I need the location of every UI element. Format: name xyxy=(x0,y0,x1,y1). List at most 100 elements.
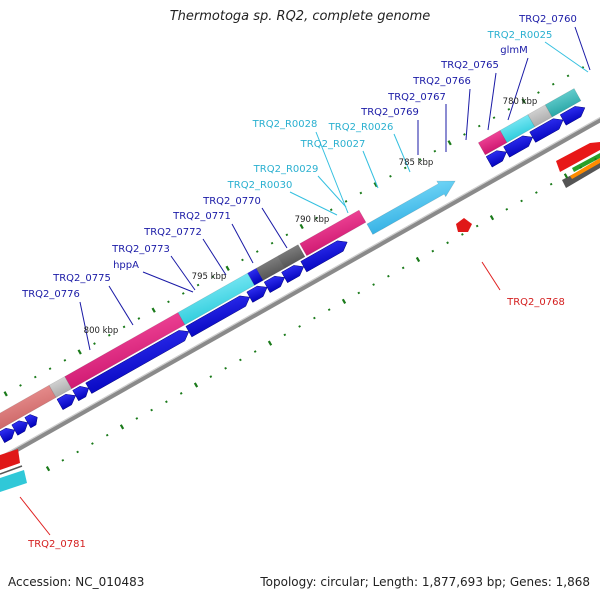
scale-tick xyxy=(389,174,392,178)
scale-tick xyxy=(373,182,378,188)
scale-tick xyxy=(359,191,363,195)
scale-tick xyxy=(122,325,126,329)
scale-tick xyxy=(415,256,421,263)
cds-arrow xyxy=(281,265,305,284)
orange-fragment xyxy=(570,158,600,179)
gene-label-trq2_r0029: TRQ2_R0029 xyxy=(253,164,319,175)
scale-tick xyxy=(475,224,479,228)
scale-tick xyxy=(253,350,257,353)
scale-tick xyxy=(196,283,200,287)
map-title: Thermotoga sp. RQ2, complete genome xyxy=(169,9,431,24)
scale-tick xyxy=(167,300,170,304)
gene-label-trq2_0776: TRQ2_0776 xyxy=(21,289,80,300)
callout-line xyxy=(465,88,471,141)
gene-label-trq2_r0025: TRQ2_R0025 xyxy=(487,30,553,41)
gene-label-trq2_r0027: TRQ2_R0027 xyxy=(300,139,366,150)
gene-label-trq2_0769: TRQ2_0769 xyxy=(360,107,419,118)
callout-line xyxy=(79,301,91,351)
scale-tick xyxy=(563,173,569,179)
scale-tick xyxy=(181,292,185,295)
scale-tick xyxy=(225,265,230,271)
gene-label-trq2_r0026: TRQ2_R0026 xyxy=(328,122,394,133)
scale-tick xyxy=(298,325,301,328)
gene-label-trq2_0760: TRQ2_0760 xyxy=(518,14,577,25)
cds-arrow xyxy=(11,420,29,436)
scale-tick xyxy=(403,166,407,170)
gene-label-trq2_0781: TRQ2_0781 xyxy=(27,539,86,550)
scale-tick xyxy=(507,107,511,111)
scale-tick xyxy=(224,366,227,370)
scale-tick xyxy=(19,384,22,387)
scale-tick xyxy=(594,157,597,161)
scale-tick xyxy=(76,450,79,454)
genome-backbone-highlight xyxy=(0,116,600,458)
scale-tick xyxy=(299,223,304,230)
scale-tick xyxy=(267,340,273,346)
scale-tick xyxy=(211,275,215,279)
teal-fragment xyxy=(0,470,27,492)
scale-tick xyxy=(461,233,464,236)
gene-label-glmm: glmM xyxy=(500,45,528,56)
scale-tick xyxy=(418,158,422,161)
scale-tick xyxy=(489,215,495,221)
callout-line xyxy=(317,175,347,208)
scale-tick xyxy=(283,333,287,337)
cds-arrow xyxy=(56,394,76,411)
scale-tick xyxy=(477,124,481,128)
scale-tick xyxy=(270,241,274,245)
scale-tick xyxy=(521,98,526,104)
red-fragment xyxy=(0,449,20,470)
scale-tick xyxy=(150,408,153,412)
scale-tick xyxy=(209,375,213,378)
cds-arrow xyxy=(246,285,268,303)
scale-tick xyxy=(387,274,390,278)
scale-tick xyxy=(179,392,183,395)
callout-line xyxy=(507,57,529,121)
scale-tick xyxy=(119,424,125,430)
scale-tick xyxy=(433,149,437,153)
scale-tick xyxy=(520,199,523,203)
scale-tick xyxy=(566,74,570,78)
scale-label: 780 kbp xyxy=(503,97,538,107)
scale-tick xyxy=(241,258,244,262)
scale-tick xyxy=(431,249,435,253)
scale-tick xyxy=(537,91,540,94)
gene-label-trq2_0765: TRQ2_0765 xyxy=(440,60,499,71)
callout-line xyxy=(487,72,497,131)
gene-label-trq2_r0030: TRQ2_R0030 xyxy=(227,180,293,191)
gene-label-trq2_0767: TRQ2_0767 xyxy=(387,92,446,103)
callout-line xyxy=(261,207,288,249)
cds-arrow xyxy=(300,240,348,273)
salmon-block xyxy=(0,384,57,430)
scale-tick xyxy=(579,166,583,169)
scale-tick xyxy=(165,400,168,404)
scale-tick xyxy=(63,359,67,362)
callout-line xyxy=(315,131,349,214)
scale-tick xyxy=(285,233,289,237)
callout-line xyxy=(108,285,134,326)
scale-tick xyxy=(505,207,509,211)
cds-arrow xyxy=(85,330,190,394)
scale-label: 795 kbp xyxy=(192,272,227,282)
scale-tick xyxy=(401,266,405,270)
cds-arrow xyxy=(529,118,564,143)
scale-tick xyxy=(313,316,316,320)
scale-label: 790 kbp xyxy=(295,215,330,225)
scale-tick xyxy=(107,333,111,337)
genome-backbone xyxy=(0,116,600,462)
cds-arrow xyxy=(503,135,534,158)
scale-tick xyxy=(447,140,452,146)
genome-summary: Topology: circular; Length: 1,877,693 bp… xyxy=(260,575,590,589)
scale-tick xyxy=(105,433,109,437)
gene-label-trq2_0770: TRQ2_0770 xyxy=(202,196,261,207)
scale-tick xyxy=(239,358,242,362)
right-edge-fragment xyxy=(556,142,600,188)
scale-tick xyxy=(193,382,199,388)
scale-tick xyxy=(33,375,37,379)
gene-label-trq2_0766: TRQ2_0766 xyxy=(412,76,471,87)
gene-label-trq2_0771: TRQ2_0771 xyxy=(172,211,231,222)
fragment-line xyxy=(0,465,23,475)
cds-arrow xyxy=(485,150,507,168)
callout-line xyxy=(202,238,227,276)
